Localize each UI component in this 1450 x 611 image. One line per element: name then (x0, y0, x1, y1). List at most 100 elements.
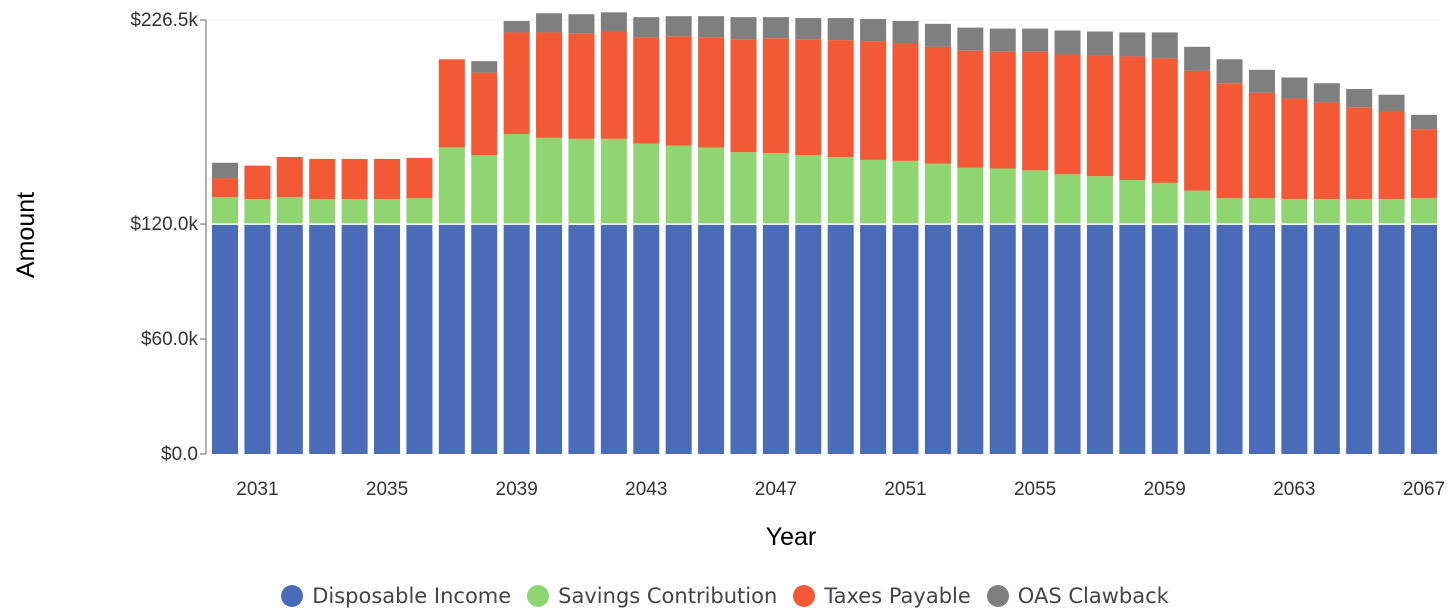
bar-segment-disposable-income (1022, 224, 1049, 454)
legend-label: Savings Contribution (558, 584, 778, 608)
legend-label: Disposable Income (312, 584, 512, 608)
bar-segment-savings-contribution (860, 159, 887, 226)
bar-segment-savings-contribution (957, 167, 984, 226)
bar-segment-taxes-payable (860, 41, 887, 160)
bar-segment-savings-contribution (276, 197, 303, 225)
y-tick-label: $60.0k (141, 329, 199, 350)
bar-segment-taxes-payable (1119, 56, 1146, 180)
bar-segment-savings-contribution (989, 168, 1016, 225)
bar-segment-oas-clawback (633, 17, 660, 38)
bar-stack-2052 (924, 23, 951, 454)
bar-segment-savings-contribution (892, 160, 919, 225)
legend-marker (281, 585, 304, 607)
bar-stack-2038 (471, 61, 498, 454)
bar-segment-savings-contribution (795, 155, 822, 225)
bar-segment-oas-clawback (1248, 69, 1275, 93)
bar-segment-taxes-payable (957, 50, 984, 168)
bar-stack-2049 (827, 18, 854, 454)
x-tick-label: 2063 (1273, 479, 1315, 500)
bar-segment-savings-contribution (1313, 199, 1340, 225)
bar-segment-savings-contribution (406, 198, 433, 226)
x-axis-title: Year (766, 523, 817, 551)
bar-stack-2043 (633, 17, 660, 454)
bar-segment-disposable-income (1216, 224, 1243, 454)
bar-segment-taxes-payable (406, 157, 433, 199)
bar-stack-2033 (309, 158, 336, 454)
bar-segment-disposable-income (1346, 225, 1373, 454)
bar-segment-disposable-income (730, 225, 757, 454)
bar-segment-oas-clawback (892, 20, 919, 43)
bar-segment-oas-clawback (568, 14, 595, 34)
x-ticks: 2031 2035 2039 2043 2047 2051 2055 2059 2063 2067 (236, 479, 1445, 500)
bar-segment-taxes-payable (1184, 70, 1211, 191)
bar-stack-2040 (536, 13, 563, 454)
bar-stack-2063 (1281, 77, 1308, 454)
bar-stack-2065 (1346, 88, 1373, 454)
bar-segment-taxes-payable (536, 32, 563, 138)
bar-segment-savings-contribution (244, 199, 271, 225)
bar-segment-savings-contribution (1054, 174, 1081, 225)
bar-segment-savings-contribution (1022, 170, 1049, 225)
bar-segment-oas-clawback (730, 17, 757, 40)
bar-segment-disposable-income (1378, 224, 1405, 454)
bar-segment-disposable-income (957, 225, 984, 454)
bar-segment-oas-clawback (1184, 46, 1211, 71)
legend-marker (986, 585, 1009, 607)
bar-segment-disposable-income (536, 224, 563, 454)
bar-segment-oas-clawback (600, 12, 627, 32)
bars (206, 12, 1440, 454)
bar-segment-taxes-payable (471, 72, 498, 156)
bar-segment-savings-contribution (212, 197, 238, 225)
legend-item-savings-contribution[interactable]: Savings Contribution (527, 584, 777, 608)
bar-segment-taxes-payable (665, 36, 692, 146)
bar-segment-disposable-income (471, 224, 498, 454)
bar-segment-oas-clawback (536, 13, 563, 33)
x-tick-label: 2067 (1403, 479, 1445, 500)
bar-segment-taxes-payable (438, 59, 465, 148)
bar-segment-disposable-income (438, 224, 465, 454)
bar-segment-taxes-payable (341, 158, 368, 200)
bar-segment-taxes-payable (1022, 51, 1049, 171)
bar-segment-oas-clawback (1313, 83, 1340, 103)
bar-segment-taxes-payable (568, 33, 595, 139)
bar-segment-savings-contribution (1281, 199, 1308, 226)
bar-segment-disposable-income (374, 225, 401, 454)
bar-stack-2041 (568, 14, 595, 454)
bar-segment-savings-contribution (438, 147, 465, 225)
bar-stack-2067 (1411, 114, 1437, 454)
bar-segment-disposable-income (276, 224, 303, 454)
legend-item-oas-clawback[interactable]: OAS Clawback (986, 584, 1169, 608)
bar-segment-savings-contribution (1411, 198, 1437, 225)
bar-segment-savings-contribution (730, 152, 757, 226)
bar-segment-disposable-income (503, 224, 530, 454)
y-tick-label: $226.5k (130, 10, 198, 31)
bar-segment-taxes-payable (503, 32, 530, 135)
bar-segment-taxes-payable (892, 42, 919, 161)
bar-segment-disposable-income (989, 224, 1016, 454)
bar-segment-taxes-payable (827, 40, 854, 158)
x-tick-label: 2059 (1144, 479, 1186, 500)
bar-segment-taxes-payable (1248, 92, 1275, 199)
bar-segment-savings-contribution (1151, 182, 1178, 226)
bar-segment-disposable-income (860, 225, 887, 454)
bar-segment-savings-contribution (568, 138, 595, 226)
legend: Disposable Income Savings Contribution T… (0, 584, 1450, 608)
bar-segment-disposable-income (924, 224, 951, 454)
bar-segment-oas-clawback (1346, 88, 1373, 108)
bar-segment-oas-clawback (212, 162, 238, 179)
bar-segment-oas-clawback (1216, 59, 1243, 84)
bar-segment-taxes-payable (1411, 129, 1437, 199)
bar-segment-savings-contribution (1086, 176, 1113, 225)
bar-stack-2061 (1216, 59, 1243, 454)
bar-segment-disposable-income (1313, 224, 1340, 454)
bar-segment-taxes-payable (762, 38, 789, 154)
legend-item-taxes-payable[interactable]: Taxes Payable (793, 584, 971, 608)
bar-segment-taxes-payable (212, 178, 238, 198)
bar-segment-oas-clawback (1119, 32, 1146, 57)
bar-stack-2048 (795, 18, 822, 454)
legend-marker (527, 585, 550, 607)
bar-segment-taxes-payable (276, 157, 303, 198)
bar-stack-2050 (860, 19, 887, 454)
bar-segment-disposable-income (1184, 224, 1211, 454)
legend-item-disposable-income[interactable]: Disposable Income (281, 584, 511, 608)
